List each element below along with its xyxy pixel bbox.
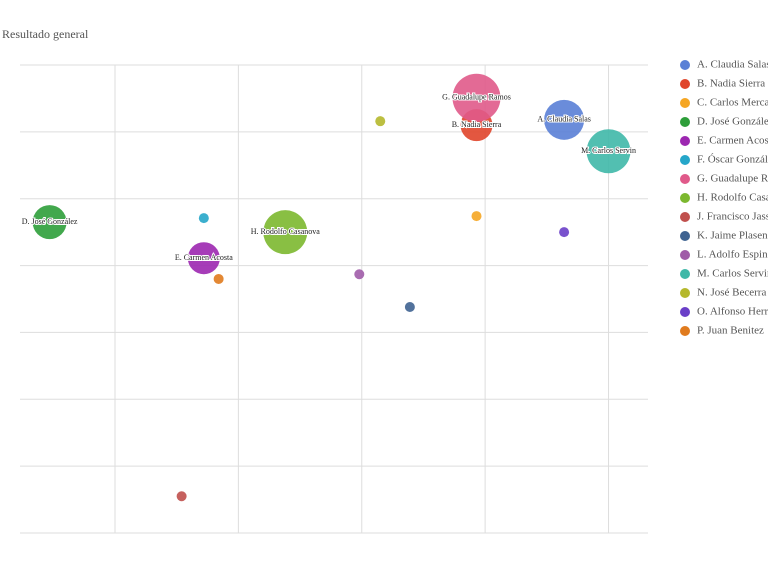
legend-label: H. Rodolfo Casanova — [697, 192, 768, 204]
bubble-label: G. Guadalupe Ramos — [442, 93, 511, 102]
legend-marker — [680, 269, 690, 279]
bubble — [404, 302, 415, 313]
bubble-label: H. Rodolfo Casanova — [251, 227, 321, 236]
bubble-label: E. Carmen Acosta — [175, 253, 233, 262]
legend-label: C. Carlos Mercado — [697, 97, 768, 109]
bubble — [471, 211, 482, 222]
bubble — [452, 73, 501, 122]
legend-marker — [680, 155, 690, 165]
legend-marker — [680, 98, 690, 108]
bubble — [176, 491, 187, 502]
legend-label: D. José González — [697, 116, 768, 128]
legend-marker — [680, 288, 690, 298]
legend-label: F. Óscar González — [697, 154, 768, 166]
bubble — [375, 116, 386, 127]
bubble — [213, 273, 224, 284]
legend-marker — [680, 174, 690, 184]
legend-marker — [680, 307, 690, 317]
legend-label: P. Juan Benitez — [697, 325, 764, 337]
bubble — [198, 213, 209, 224]
bubble — [263, 210, 308, 255]
bubble — [187, 242, 220, 275]
legend-marker — [680, 117, 690, 127]
bubble-label: D. José González — [22, 217, 78, 226]
legend-label: K. Jaime Plasencia — [697, 230, 768, 242]
legend-label: O. Alfonso Herrera — [697, 306, 768, 318]
legend-marker — [680, 193, 690, 203]
bubble — [354, 269, 365, 280]
legend-marker — [680, 231, 690, 241]
bubble — [544, 99, 585, 140]
bubble — [559, 227, 570, 238]
legend-label: L. Adolfo Espinosa — [697, 249, 768, 261]
legend-marker — [680, 326, 690, 336]
chart-title: Resultado general — [2, 27, 89, 41]
legend-label: J. Francisco Jasso — [697, 211, 768, 223]
legend-marker — [680, 136, 690, 146]
legend-label: E. Carmen Acosta — [697, 135, 768, 147]
legend-label: A. Claudia Salas — [697, 59, 768, 71]
legend-label: M. Carlos Servin — [697, 268, 768, 280]
legend-label: G. Guadalupe Ramos — [697, 173, 768, 185]
bubble-label: B. Nadia Sierra — [452, 120, 502, 129]
legend-marker — [680, 79, 690, 89]
bubble-label: A. Claudia Salas — [537, 115, 591, 124]
legend-marker — [680, 60, 690, 70]
legend-marker — [680, 212, 690, 222]
bubble-label: M. Carlos Servin — [581, 146, 636, 155]
legend-label: N. José Becerra — [697, 287, 766, 299]
bubble — [586, 129, 631, 174]
legend-label: B. Nadia Sierra — [697, 78, 765, 90]
bubble — [32, 205, 67, 240]
legend-marker — [680, 250, 690, 260]
